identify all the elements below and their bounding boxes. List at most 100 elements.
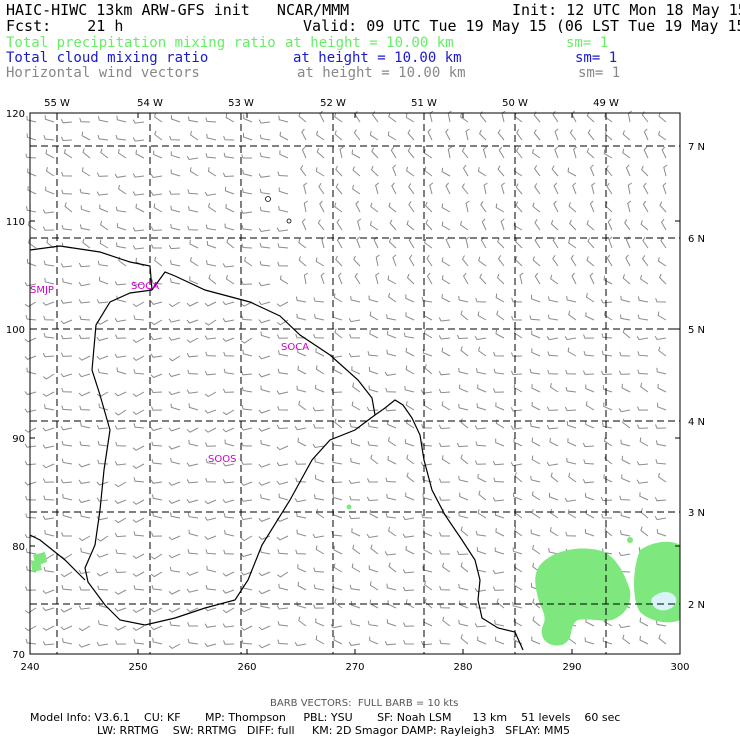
wind-barb — [303, 200, 308, 213]
wind-barb — [315, 618, 325, 627]
wind-barb — [44, 529, 55, 537]
wind-barb — [405, 599, 415, 609]
wind-barb — [366, 533, 379, 539]
wind-barb — [622, 148, 631, 159]
wind-barb — [186, 571, 199, 576]
wind-barb — [515, 237, 523, 249]
wind-barb — [298, 400, 307, 411]
field-wind-name: Horizontal wind vectors — [6, 65, 200, 81]
wind-barb — [80, 512, 91, 519]
field-precip-name: Total precipitation mixing ratio — [6, 35, 276, 51]
wind-barb — [187, 369, 199, 375]
wind-barb — [80, 205, 91, 213]
wind-barb — [332, 493, 343, 501]
wind-barb — [349, 584, 361, 591]
wind-barb — [333, 293, 343, 303]
wind-barb — [78, 499, 91, 504]
wind-barb — [349, 333, 361, 339]
wind-barb — [458, 619, 469, 627]
wind-barb — [168, 336, 181, 341]
wind-barb — [28, 238, 37, 249]
wind-barb — [99, 276, 109, 285]
wind-barb — [477, 473, 487, 483]
wind-barb — [460, 562, 469, 573]
wind-barb — [169, 135, 181, 141]
wind-barb — [186, 352, 199, 358]
wind-barb — [207, 167, 217, 177]
lat-label: 5 N — [688, 325, 705, 336]
wind-barb — [366, 496, 379, 502]
wind-barb — [204, 335, 217, 340]
wind-barb — [550, 508, 559, 519]
lat-label: 2 N — [688, 600, 705, 611]
wind-barb — [402, 569, 415, 574]
wind-barb — [534, 236, 541, 249]
wind-barb — [205, 458, 217, 465]
wind-barb — [188, 439, 199, 447]
wind-barb — [80, 547, 91, 555]
wind-barb — [42, 301, 55, 306]
wind-barb — [222, 607, 235, 614]
wind-barb — [573, 146, 578, 159]
wind-barb — [244, 256, 253, 267]
wind-barb — [493, 477, 505, 483]
wind-barb — [403, 640, 415, 645]
wind-barb — [441, 293, 451, 303]
wind-barb — [24, 282, 37, 287]
wind-barb — [226, 238, 235, 249]
model-info-line-2: LW: RRTMG SW: RRTMG DIFF: full KM: 2D Sm… — [97, 724, 570, 737]
wind-barb — [441, 167, 451, 177]
wind-barb — [114, 517, 127, 524]
wind-barb — [422, 476, 433, 483]
wind-barb — [168, 553, 181, 559]
wind-barb — [423, 618, 433, 627]
wind-barb — [600, 370, 613, 376]
wind-barb — [405, 312, 415, 321]
wind-barb — [258, 643, 271, 649]
lat-label: 6 N — [688, 234, 705, 245]
wind-barb — [313, 584, 325, 591]
wind-barb — [534, 219, 541, 231]
wind-barb — [637, 406, 649, 411]
wind-barb — [222, 337, 235, 342]
wind-barb — [150, 336, 163, 341]
wind-barb — [391, 182, 397, 195]
wind-barb — [460, 418, 469, 429]
wind-barb — [98, 620, 109, 627]
wind-barb — [529, 368, 541, 375]
wind-barb — [618, 370, 631, 375]
wind-barb — [114, 625, 127, 631]
wind-barb — [567, 509, 577, 519]
wind-barb — [189, 167, 199, 177]
wind-barb — [276, 227, 289, 232]
wind-barb — [438, 478, 451, 483]
wind-barb — [531, 509, 541, 519]
wind-barb — [625, 164, 631, 177]
wind-barb — [405, 347, 415, 357]
wind-barb — [585, 384, 595, 393]
wind-barb — [474, 623, 487, 628]
wind-barb — [150, 319, 163, 326]
border-line-south — [151, 271, 524, 651]
wind-barb — [114, 607, 127, 612]
wind-barb — [636, 335, 649, 341]
wind-barb — [350, 439, 361, 447]
wind-barb — [114, 281, 127, 286]
wind-barb — [312, 443, 325, 449]
wind-barb — [367, 351, 379, 357]
wind-barb — [259, 242, 271, 249]
wind-barb — [601, 513, 613, 519]
wind-barb — [319, 110, 325, 123]
wind-barb — [259, 260, 271, 267]
wind-barb — [567, 438, 577, 447]
wind-barb — [208, 274, 217, 285]
wind-barb — [625, 254, 631, 267]
wind-barb — [587, 237, 595, 249]
wind-barb — [186, 588, 199, 593]
wind-barb — [388, 202, 397, 213]
wind-barb — [258, 463, 271, 468]
wind-barb — [585, 420, 595, 429]
wind-barb — [277, 620, 289, 627]
wind-barb — [168, 499, 181, 504]
wind-barb — [603, 149, 613, 159]
